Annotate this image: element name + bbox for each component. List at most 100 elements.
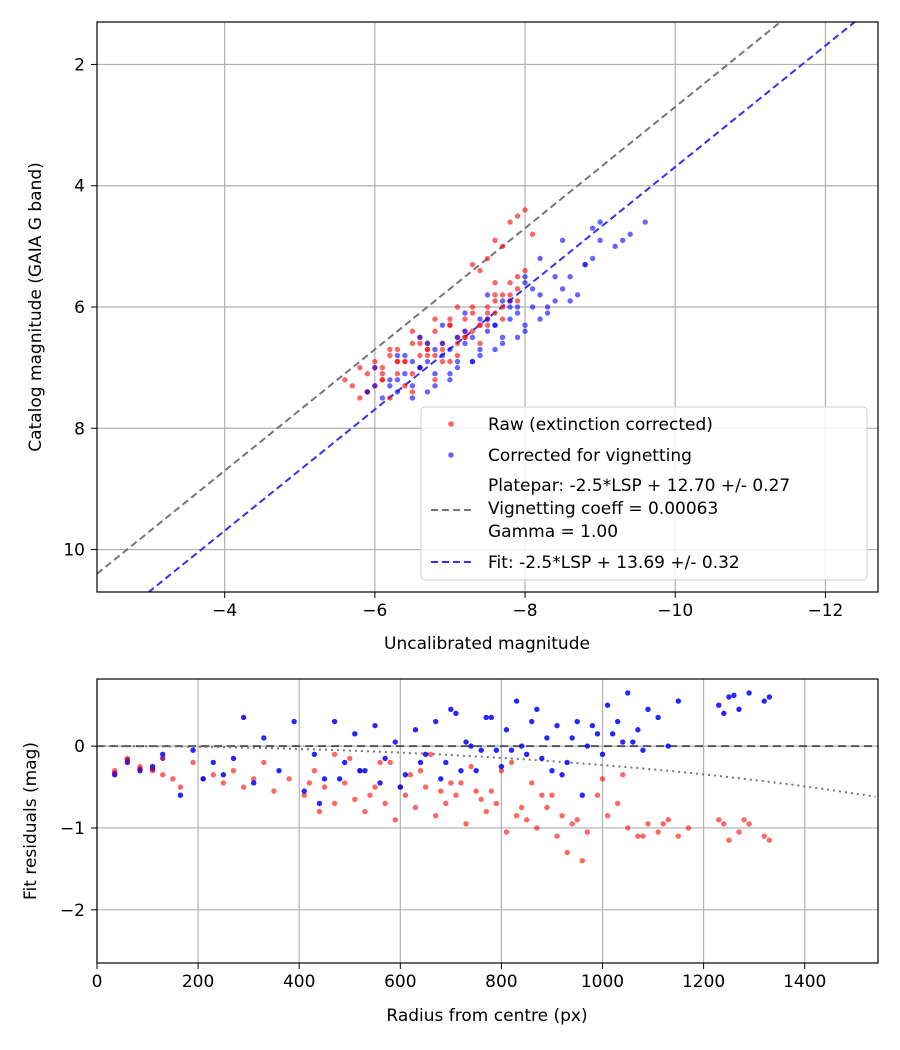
residual-corrected-point — [614, 718, 621, 725]
residual-corrected-point — [160, 751, 166, 757]
raw-point — [477, 267, 483, 274]
residual-corrected-point — [422, 751, 429, 757]
residual-raw-point — [716, 817, 722, 823]
residual-corrected-point — [604, 702, 611, 708]
residual-raw-point — [518, 804, 525, 811]
raw-point — [409, 340, 416, 347]
residual-raw-point — [377, 759, 383, 766]
raw-point — [492, 280, 498, 286]
raw-point — [454, 340, 461, 347]
residual-raw-point — [721, 821, 727, 827]
residual-raw-point — [367, 792, 373, 798]
residual-raw-point — [766, 837, 773, 843]
residual-raw-point — [746, 821, 752, 827]
residual-raw-point — [726, 837, 732, 843]
residual-raw-point — [170, 776, 176, 782]
residual-raw-point — [736, 829, 742, 835]
legend-raw-label: Raw (extinction corrected) — [488, 415, 713, 435]
top-y-tick-label: 4 — [74, 177, 85, 197]
corrected-point — [522, 322, 528, 328]
residual-corrected-point — [518, 743, 525, 749]
residual-raw-point — [392, 817, 398, 823]
raw-point — [357, 395, 363, 401]
corrected-point — [567, 273, 573, 280]
raw-point — [484, 322, 491, 328]
corrected-point — [559, 237, 566, 243]
residual-corrected-point — [736, 706, 742, 712]
residual-raw-point — [438, 788, 444, 794]
residual-raw-point — [160, 772, 166, 778]
residual-raw-point — [240, 784, 247, 790]
top-x-axis-label: Uncalibrated magnitude — [384, 634, 590, 654]
corrected-point — [499, 334, 506, 341]
residual-corrected-point — [523, 751, 530, 757]
raw-point — [387, 352, 393, 359]
raw-point — [499, 304, 506, 310]
residual-raw-point — [498, 767, 505, 774]
corrected-point — [439, 340, 446, 347]
residual-corrected-point — [766, 694, 773, 700]
residual-corrected-point — [761, 698, 767, 704]
residual-corrected-point — [594, 731, 601, 737]
residual-raw-point — [544, 804, 550, 811]
top-x-tick-label: −10 — [657, 601, 693, 621]
corrected-point — [447, 371, 453, 377]
residual-corrected-point — [665, 743, 671, 749]
residual-raw-point — [478, 796, 484, 803]
corrected-point — [537, 316, 543, 322]
residual-raw-point — [427, 751, 434, 757]
corrected-point — [462, 328, 468, 334]
corrected-point — [469, 334, 476, 341]
corrected-point — [544, 310, 551, 316]
corrected-point — [544, 304, 551, 310]
residual-corrected-point — [534, 706, 540, 712]
corrected-point — [514, 310, 521, 316]
raw-point — [469, 304, 476, 310]
residual-corrected-point — [190, 747, 196, 753]
residual-corrected-point — [432, 718, 439, 725]
residual-corrected-point — [443, 759, 449, 766]
legend-fit-label: Fit: -2.5*LSP + 13.69 +/- 0.32 — [488, 553, 740, 573]
bottom-x-tick-label: 200 — [182, 972, 214, 992]
residual-corrected-point — [508, 747, 515, 753]
residual-corrected-point — [468, 743, 474, 749]
residual-raw-point — [523, 817, 530, 823]
raw-point — [477, 340, 483, 347]
corrected-point — [387, 383, 393, 389]
corrected-point — [372, 383, 378, 389]
corrected-point — [409, 358, 416, 365]
legend: Raw (extinction corrected) Corrected for… — [420, 406, 868, 581]
corrected-point — [507, 304, 513, 310]
residual-corrected-point — [316, 800, 323, 807]
residual-corrected-point — [301, 788, 307, 794]
residual-raw-point — [422, 784, 429, 790]
raw-point — [424, 352, 431, 359]
bottom-plot-frame — [96, 678, 879, 964]
corrected-point — [612, 243, 618, 250]
raw-point — [417, 340, 423, 347]
residual-corrected-point — [559, 772, 565, 778]
top-y-tick-label: 8 — [74, 419, 85, 439]
bottom-x-tick-label: 0 — [92, 972, 103, 992]
residual-raw-point — [483, 808, 489, 815]
residual-raw-point — [473, 788, 479, 794]
raw-point — [364, 371, 371, 377]
residual-corrected-point — [574, 718, 580, 725]
raw-point — [379, 377, 386, 383]
residual-overlap-point — [160, 755, 166, 762]
residual-corrected-point — [251, 780, 257, 786]
residual-raw-point — [488, 788, 494, 794]
top-y-axis-label: Catalog magnitude (GAIA G band) — [26, 162, 46, 452]
raw-point — [514, 298, 521, 304]
residual-raw-point — [594, 792, 601, 798]
residual-corrected-point — [448, 706, 454, 712]
bottom-y-axis-label: Fit residuals (mag) — [21, 742, 41, 900]
residual-raw-point — [453, 792, 459, 798]
residual-raw-point — [675, 833, 682, 839]
raw-point — [447, 358, 453, 365]
raw-point — [402, 358, 408, 365]
residual-raw-point — [655, 829, 661, 835]
residual-corrected-point — [200, 776, 206, 782]
corrected-point — [492, 322, 498, 328]
bottom-x-tick-label: 400 — [283, 972, 315, 992]
